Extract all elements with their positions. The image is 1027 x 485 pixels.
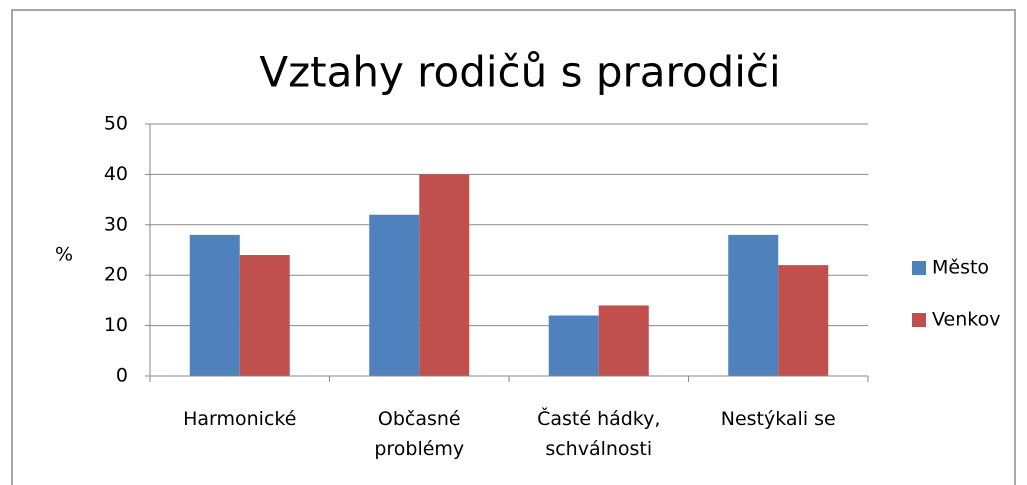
bar xyxy=(419,174,470,376)
y-tick-label: 40 xyxy=(104,163,128,185)
bar xyxy=(598,305,649,376)
bar xyxy=(728,234,779,376)
y-tick-label: 20 xyxy=(104,264,128,286)
y-tick-label: 10 xyxy=(104,314,128,336)
y-tick-label: 30 xyxy=(104,213,128,235)
legend-label: Město xyxy=(932,257,989,279)
x-tick-label: Harmonické xyxy=(183,408,297,430)
chart-frame xyxy=(11,9,1016,485)
y-axis-label: % xyxy=(55,244,73,266)
legend-label: Venkov xyxy=(932,309,1000,331)
x-tick-label: Občasné problémy xyxy=(374,408,465,460)
y-tick-label: 50 xyxy=(104,113,128,135)
bar xyxy=(778,265,829,376)
y-tick-label: 0 xyxy=(116,365,128,387)
bar xyxy=(369,214,420,376)
x-tick-label: Časté hádky, schválnosti xyxy=(537,408,661,460)
legend-swatch xyxy=(912,313,926,327)
x-tick-label: Nestýkali se xyxy=(720,408,836,430)
bar xyxy=(548,315,599,376)
legend-swatch xyxy=(912,261,926,275)
bar xyxy=(189,234,240,376)
bar xyxy=(239,255,290,376)
chart-title: Vztahy rodičů s prarodiči xyxy=(259,48,780,97)
